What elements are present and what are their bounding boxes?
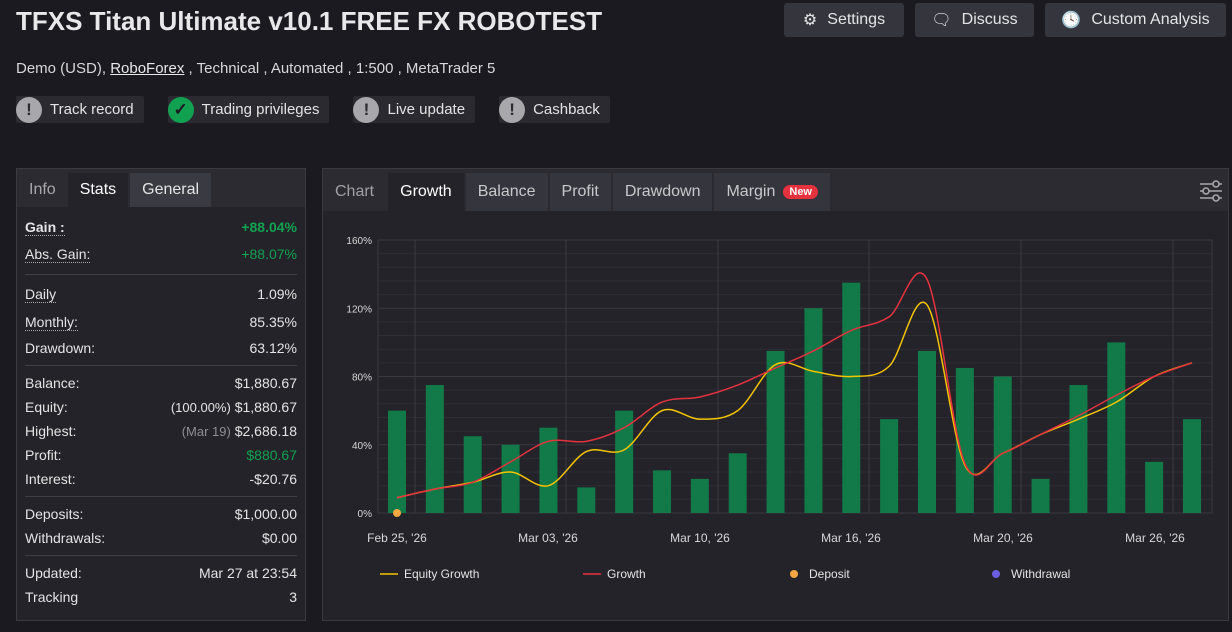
new-badge: New [783, 185, 818, 199]
tab-chart[interactable]: Chart [335, 183, 375, 200]
broker-link[interactable]: RoboForex [110, 60, 185, 77]
gear-icon: ⚙ [802, 12, 818, 29]
page-title: TFXS Titan Ultimate v10.1 FREE FX ROBOTE… [16, 6, 603, 36]
tab-general[interactable]: General [130, 173, 212, 207]
badge-cashback[interactable]: ! Cashback [499, 96, 610, 123]
tab-profit[interactable]: Profit [549, 173, 611, 211]
drawdown-value: 63.12% [249, 340, 297, 356]
tab-balance[interactable]: Balance [465, 173, 548, 211]
tracking-label: Tracking [25, 589, 79, 605]
badges: ! Track record ✓ Trading privileges ! Live … [16, 96, 610, 123]
updated-value: Mar 27 at 23:54 [198, 565, 297, 581]
tab-growth[interactable]: Growth [388, 173, 464, 211]
clock-icon: 🕓 [1061, 12, 1082, 29]
deposits-label: Deposits: [25, 506, 84, 522]
discuss-button[interactable]: 🗨 Discuss [915, 3, 1034, 37]
monthly-label[interactable]: Monthly: [25, 313, 78, 331]
settings-button[interactable]: ⚙ Settings [784, 3, 904, 37]
withdrawals-value: $0.00 [261, 530, 297, 546]
tab-drawdown[interactable]: Drawdown [612, 173, 713, 211]
monthly-value: 85.35% [249, 314, 297, 330]
tab-info[interactable]: Info [29, 181, 56, 198]
daily-label[interactable]: Daily [25, 285, 57, 303]
sliders-icon [1200, 180, 1222, 202]
stats-panel: Info Stats General Gain : +88.04% Abs. Ga… [16, 168, 306, 621]
badge-track-record[interactable]: ! Track record [16, 96, 144, 123]
deposits-value: $1,000.00 [234, 506, 297, 522]
badge-live-update[interactable]: ! Live update [353, 96, 476, 123]
interest-label: Interest: [25, 471, 76, 487]
settings-label: Settings [827, 11, 886, 28]
highest-label: Highest: [25, 423, 77, 439]
abs-gain-value: +88.07% [241, 246, 297, 262]
gain-label[interactable]: Gain : [25, 218, 65, 236]
profit-value: $880.67 [246, 447, 297, 463]
discuss-label: Discuss [961, 11, 1018, 28]
interest-value: -$20.76 [249, 471, 297, 487]
badge-label: Track record [50, 101, 134, 118]
account-subtitle: Demo (USD), RoboForex , Technical , Auto… [16, 60, 495, 77]
custom-analysis-label: Custom Analysis [1091, 11, 1210, 28]
exclamation-icon: ! [499, 96, 526, 123]
tab-margin[interactable]: Margin New [714, 173, 830, 211]
equity-label: Equity: [25, 399, 68, 415]
custom-analysis-button[interactable]: 🕓 Custom Analysis [1045, 3, 1226, 37]
highest-date: (Mar 19) [181, 424, 231, 439]
badge-label: Live update [387, 101, 466, 118]
badge-label: Cashback [533, 101, 600, 118]
balance-value: $1,880.67 [234, 375, 297, 391]
account-details: , Technical , Automated , 1:500 , MetaTr… [184, 60, 496, 77]
drawdown-label: Drawdown: [25, 340, 96, 356]
equity-percent: (100.00%) [170, 400, 231, 415]
highest-value: $2,686.18 [234, 423, 297, 439]
margin-label: Margin [726, 183, 776, 200]
exclamation-icon: ! [16, 96, 42, 123]
check-icon: ✓ [167, 96, 194, 123]
badge-label: Trading privileges [201, 101, 320, 118]
updated-label: Updated: [25, 565, 82, 581]
gain-value: +88.04% [241, 219, 297, 235]
equity-value: $1,880.67 [234, 399, 297, 415]
account-type: Demo (USD), [16, 60, 111, 77]
chart-panel: Chart Growth Balance Profit Drawdown Mar… [322, 168, 1229, 621]
withdrawals-label: Withdrawals: [25, 530, 106, 546]
tracking-value: 3 [289, 589, 297, 605]
chart-settings-button[interactable] [1198, 173, 1228, 211]
profit-label: Profit: [25, 447, 62, 463]
balance-label: Balance: [25, 375, 80, 391]
comment-icon: 🗨 [931, 12, 952, 29]
tab-stats[interactable]: Stats [67, 173, 129, 207]
badge-trading-privileges[interactable]: ✓ Trading privileges [167, 96, 330, 123]
abs-gain-label[interactable]: Abs. Gain: [25, 245, 91, 263]
exclamation-icon: ! [353, 96, 380, 123]
daily-value: 1.09% [257, 286, 297, 302]
